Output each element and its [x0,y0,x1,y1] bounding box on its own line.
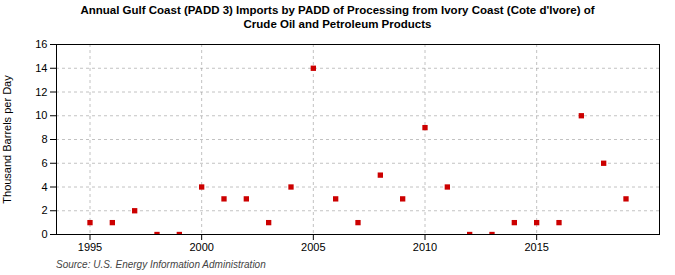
svg-text:6: 6 [41,157,47,169]
svg-text:1995: 1995 [78,241,102,253]
svg-text:10: 10 [35,109,47,121]
svg-text:12: 12 [35,85,47,97]
svg-text:2: 2 [41,204,47,216]
svg-text:Thousand Barrels per Day: Thousand Barrels per Day [1,75,13,204]
svg-text:2005: 2005 [301,241,325,253]
html-text:Annual Gulf Coast (PADD 3) Imp: Annual Gulf Coast (PADD 3) Imports by PA… [80,4,595,31]
svg-text:8: 8 [41,133,47,145]
svg-text:0: 0 [41,228,47,240]
svg-text:4: 4 [41,180,47,192]
svg-text:2000: 2000 [189,241,213,253]
svg-text:2015: 2015 [524,241,548,253]
html-text:Source: U.S. Energy Informatio: Source: U.S. Energy Information Administ… [56,258,266,270]
svg-text:2010: 2010 [413,241,437,253]
svg-text:14: 14 [35,62,47,74]
svg-text:16: 16 [35,38,47,50]
